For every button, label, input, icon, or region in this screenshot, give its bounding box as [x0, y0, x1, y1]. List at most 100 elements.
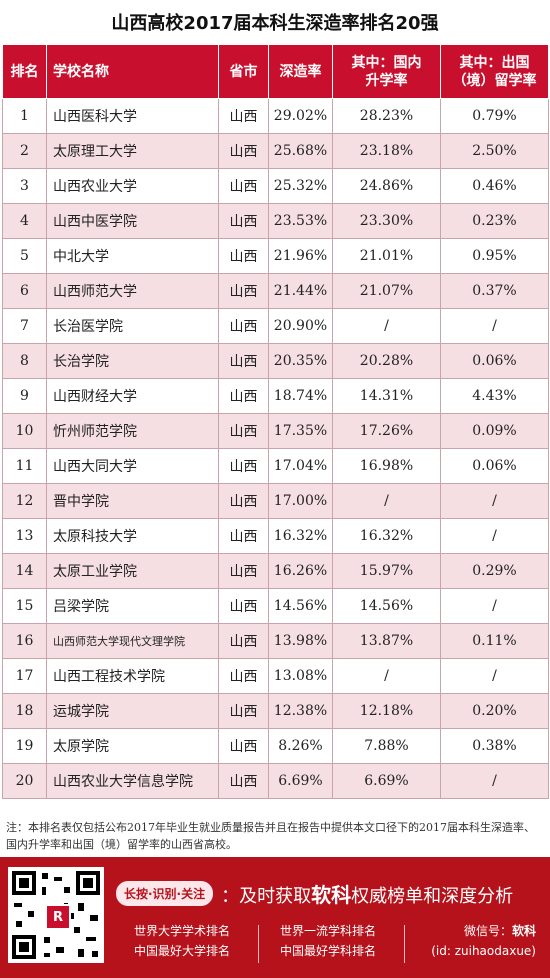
cell-school: 长治学院 [46, 343, 219, 379]
cell-rate: 14.56% [268, 588, 333, 624]
table-row: 19 太原学院 山西 8.26% 7.88% 0.38% [2, 728, 549, 764]
cell-rate: 23.53% [268, 203, 333, 239]
cell-rank: 18 [2, 693, 47, 729]
table-row: 12 晋中学院 山西 17.00% / / [2, 483, 549, 519]
cell-school: 山西农业大学信息学院 [46, 763, 219, 799]
cell-province: 山西 [218, 273, 269, 309]
cell-rate: 16.26% [268, 553, 333, 589]
cell-school: 山西财经大学 [46, 378, 219, 414]
links-col-1: 世界大学学术排名 中国最好大学排名 [134, 921, 230, 961]
follow-pill[interactable]: 长按·识别·关注 [116, 881, 214, 906]
cell-abroad: / [440, 658, 549, 694]
cell-abroad: 0.79% [440, 98, 549, 134]
cell-domestic: 16.32% [332, 518, 441, 554]
cell-abroad: 0.37% [440, 273, 549, 309]
links-col-2: 世界一流学科排名 中国最好学科排名 [280, 921, 376, 961]
cell-domestic: 6.69% [332, 763, 441, 799]
table-row: 17 山西工程技术学院 山西 13.08% / / [2, 658, 549, 694]
table-row: 10 忻州师范学院 山西 17.35% 17.26% 0.09% [2, 413, 549, 449]
table-row: 3 山西农业大学 山西 25.32% 24.86% 0.46% [2, 168, 549, 204]
table-header-row: 排名 学校名称 省市 深造率 其中：国内 升学率 其中：出国 （境）留学率 [2, 44, 549, 99]
cell-rank: 7 [2, 308, 47, 344]
cell-rank: 8 [2, 343, 47, 379]
cell-rank: 1 [2, 98, 47, 134]
cell-school: 山西大同大学 [46, 448, 219, 484]
cell-abroad: / [440, 518, 549, 554]
header-abroad: 其中：出国 （境）留学率 [440, 44, 549, 99]
cell-rank: 16 [2, 623, 47, 659]
cell-province: 山西 [218, 133, 269, 169]
cell-rate: 16.32% [268, 518, 333, 554]
cell-province: 山西 [218, 308, 269, 344]
promo-footer: R 长按·识别·关注 ：及时获取软科权威榜单和深度分析 世界大学学术排名 中国最… [0, 857, 550, 978]
cell-abroad: 0.46% [440, 168, 549, 204]
cell-province: 山西 [218, 518, 269, 554]
table-row: 18 运城学院 山西 12.38% 12.18% 0.20% [2, 693, 549, 729]
footnote: 注：本排名表仅包括公布2017年毕业生就业质量报告并且在报告中提供本文口径下的2… [6, 821, 535, 851]
cell-domestic: 12.18% [332, 693, 441, 729]
cell-school: 太原科技大学 [46, 518, 219, 554]
table-row: 16 山西师范大学现代文理学院 山西 13.98% 13.87% 0.11% [2, 623, 549, 659]
cell-rank: 10 [2, 413, 47, 449]
table-row: 2 太原理工大学 山西 25.68% 23.18% 2.50% [2, 133, 549, 169]
cell-abroad: 0.06% [440, 448, 549, 484]
cell-province: 山西 [218, 588, 269, 624]
cell-school: 运城学院 [46, 693, 219, 729]
cell-province: 山西 [218, 168, 269, 204]
cell-rate: 6.69% [268, 763, 333, 799]
cell-school: 山西师范大学现代文理学院 [46, 623, 219, 659]
cell-domestic: 24.86% [332, 168, 441, 204]
cell-rate: 29.02% [268, 98, 333, 134]
cell-rate: 18.74% [268, 378, 333, 414]
follow-cta: 长按·识别·关注 ：及时获取软科权威榜单和深度分析 [116, 879, 513, 908]
qr-pattern [12, 871, 100, 959]
cell-school: 山西农业大学 [46, 168, 219, 204]
cell-rank: 12 [2, 483, 47, 519]
cell-abroad: 0.38% [440, 728, 549, 764]
cell-province: 山西 [218, 203, 269, 239]
table-row: 5 中北大学 山西 21.96% 21.01% 0.95% [2, 238, 549, 274]
qr-code[interactable]: R [8, 867, 104, 963]
cell-abroad: / [440, 483, 549, 519]
cell-rank: 14 [2, 553, 47, 589]
table-row: 8 长治学院 山西 20.35% 20.28% 0.06% [2, 343, 549, 379]
link-china-subject-ranking[interactable]: 中国最好学科排名 [280, 944, 377, 958]
header-domestic: 其中：国内 升学率 [332, 44, 441, 99]
header-rate: 深造率 [268, 44, 333, 99]
cell-rate: 13.98% [268, 623, 333, 659]
cell-province: 山西 [218, 483, 269, 519]
cell-abroad: / [440, 763, 549, 799]
cell-abroad: 0.06% [440, 343, 549, 379]
cell-rate: 25.32% [268, 168, 333, 204]
cell-school: 太原工业学院 [46, 553, 219, 589]
cell-province: 山西 [218, 413, 269, 449]
cell-rate: 20.90% [268, 308, 333, 344]
table-row: 15 吕梁学院 山西 14.56% 14.56% / [2, 588, 549, 624]
table-row: 6 山西师范大学 山西 21.44% 21.07% 0.37% [2, 273, 549, 309]
cell-abroad: / [440, 588, 549, 624]
link-china-university-ranking[interactable]: 中国最好大学排名 [134, 944, 231, 958]
cell-province: 山西 [218, 378, 269, 414]
cell-rank: 4 [2, 203, 47, 239]
cell-rate: 8.26% [268, 728, 333, 764]
cell-rank: 2 [2, 133, 47, 169]
cell-domestic: 21.01% [332, 238, 441, 274]
cell-school: 太原学院 [46, 728, 219, 764]
cell-domestic: 23.30% [332, 203, 441, 239]
link-world-subject-ranking[interactable]: 世界一流学科排名 [280, 924, 377, 938]
cell-rank: 15 [2, 588, 47, 624]
cell-province: 山西 [218, 763, 269, 799]
wechat-label: 微信号：软科 [463, 924, 536, 938]
cell-rate: 17.00% [268, 483, 333, 519]
wechat-info: 微信号：软科 (id: zuihaodaxue) [424, 921, 536, 961]
cell-rate: 21.44% [268, 273, 333, 309]
cell-abroad: / [440, 308, 549, 344]
cell-abroad: 2.50% [440, 133, 549, 169]
table-row: 13 太原科技大学 山西 16.32% 16.32% / [2, 518, 549, 554]
cell-school: 吕梁学院 [46, 588, 219, 624]
cell-domestic: 23.18% [332, 133, 441, 169]
divider [404, 925, 405, 963]
link-world-university-ranking[interactable]: 世界大学学术排名 [134, 924, 231, 938]
divider [258, 925, 259, 963]
cell-abroad: 0.29% [440, 553, 549, 589]
